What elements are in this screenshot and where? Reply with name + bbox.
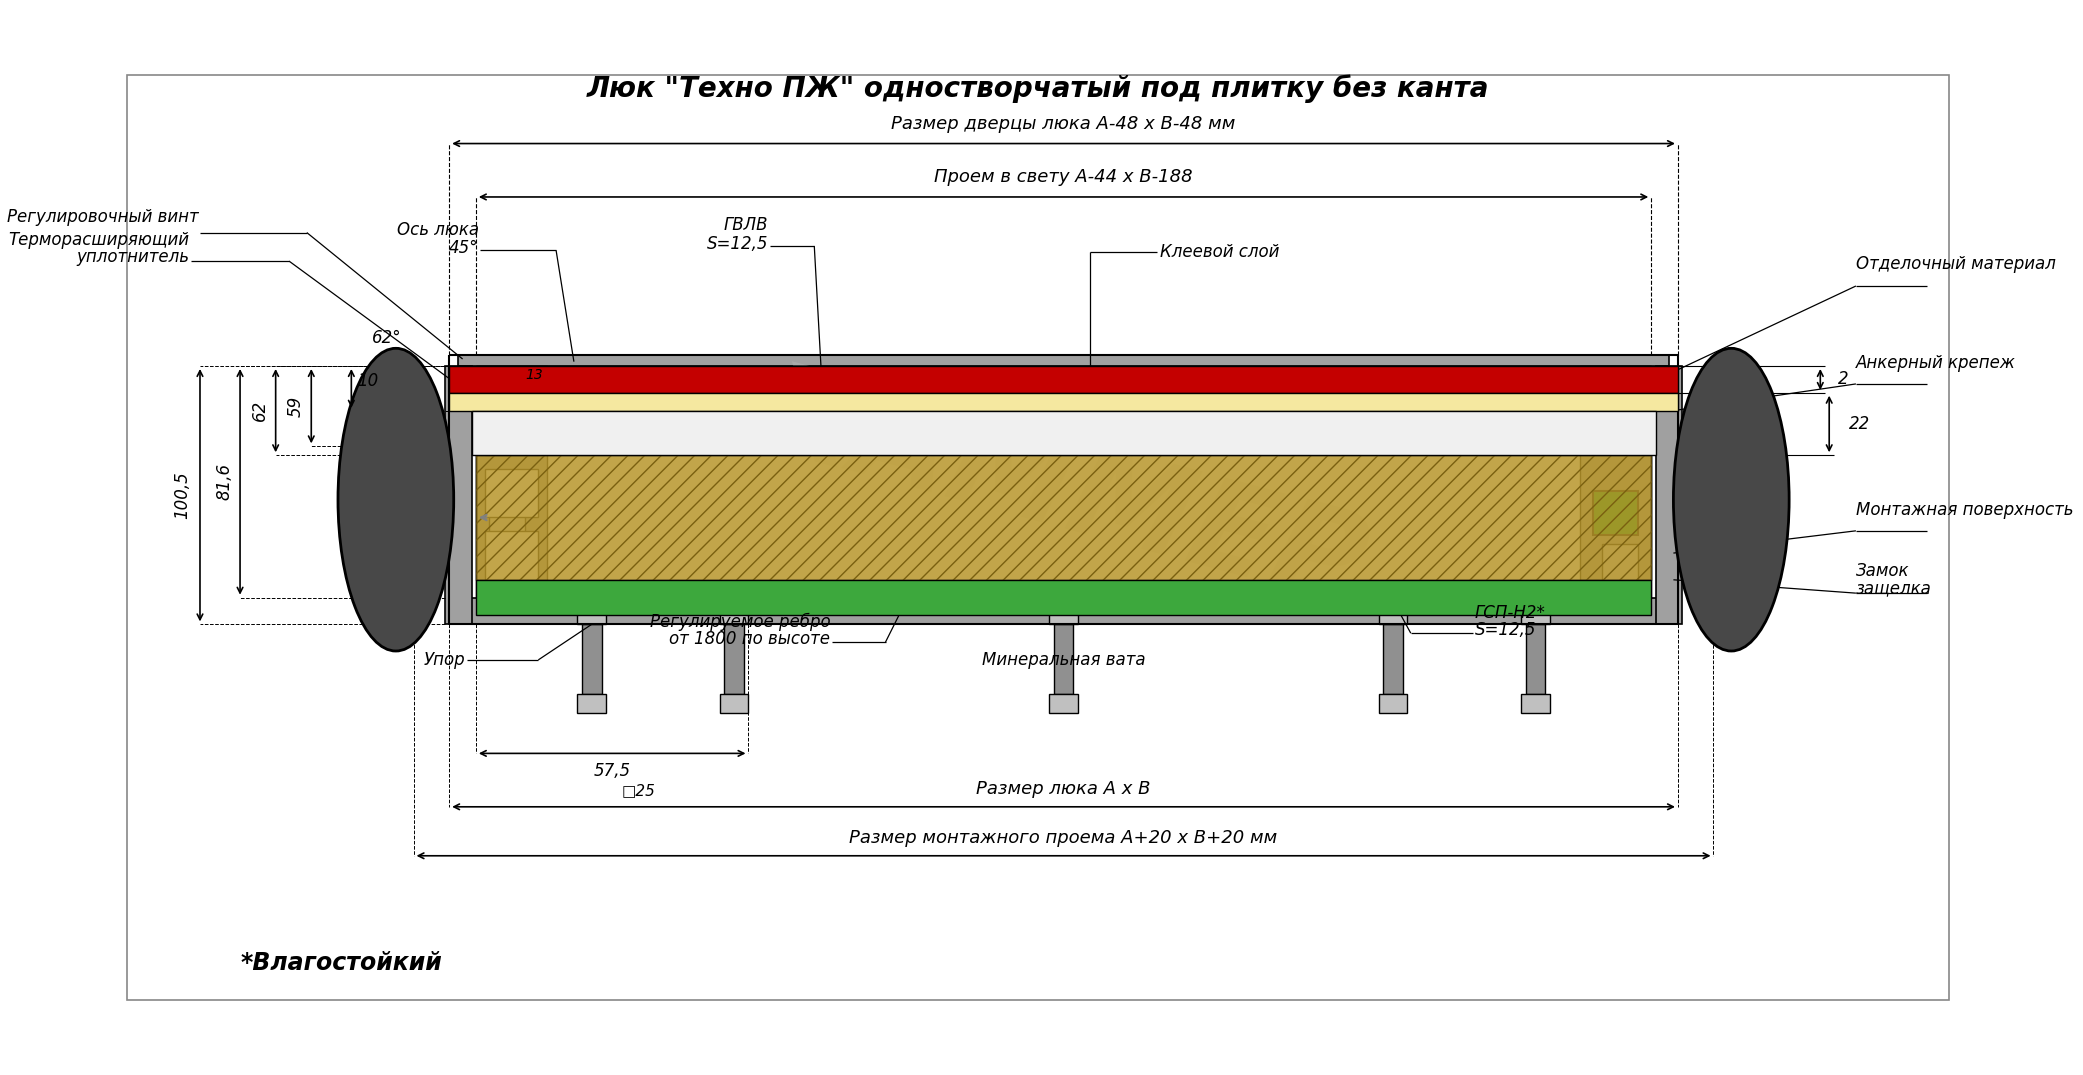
Text: *Влагостойкий: *Влагостойкий: [240, 950, 442, 975]
Bar: [721, 693, 748, 714]
Text: 57,5: 57,5: [594, 762, 631, 780]
Bar: [450, 367, 1677, 392]
Text: 10: 10: [356, 372, 377, 390]
Text: Замок: Замок: [1856, 562, 1910, 579]
Bar: [450, 392, 1677, 411]
Text: Размер монтажного проема А+20 х В+20 мм: Размер монтажного проема А+20 х В+20 мм: [850, 829, 1277, 847]
Text: 81,6: 81,6: [215, 463, 233, 501]
Bar: [446, 367, 471, 625]
Text: Люк "Техно ПЖ" одностворчатый под плитку без канта: Люк "Техно ПЖ" одностворчатый под плитку…: [587, 74, 1489, 103]
Text: ХАММЕР: ХАММЕР: [750, 353, 1379, 629]
Bar: [1050, 693, 1077, 714]
Bar: [485, 406, 537, 455]
Bar: [485, 531, 537, 579]
Text: Монтажная поверхность: Монтажная поверхность: [1856, 501, 2073, 519]
Text: защелка: защелка: [1856, 579, 1931, 598]
Text: Регулируемое ребро: Регулируемое ребро: [650, 613, 831, 631]
Bar: [471, 411, 1656, 455]
Text: Ось люка: Ось люка: [396, 220, 479, 239]
Text: Регулировочный винт: Регулировочный винт: [6, 209, 198, 227]
Bar: [458, 356, 1668, 367]
Text: 59: 59: [285, 396, 304, 417]
Text: Анкерный крепеж: Анкерный крепеж: [1856, 355, 2016, 372]
Text: 100,5: 100,5: [173, 471, 192, 519]
Bar: [1579, 367, 1652, 579]
Text: S=12,5: S=12,5: [706, 235, 769, 253]
Text: от 1800 по высоте: от 1800 по высоте: [669, 630, 831, 648]
Bar: [450, 598, 1677, 625]
Bar: [477, 579, 1652, 615]
Bar: [577, 693, 606, 714]
Text: 62: 62: [250, 400, 269, 421]
Text: Проем в свету А-44 х В-188: Проем в свету А-44 х В-188: [935, 169, 1194, 186]
Bar: [490, 500, 525, 535]
Bar: [1656, 367, 1683, 625]
Bar: [477, 367, 1652, 598]
Bar: [477, 367, 548, 579]
Bar: [1521, 693, 1550, 714]
Text: S=12,5: S=12,5: [1475, 621, 1537, 640]
Text: Клеевой слой: Клеевой слой: [1160, 243, 1279, 261]
Bar: [477, 455, 1652, 579]
Text: 45°: 45°: [450, 239, 479, 257]
Bar: [1593, 491, 1637, 535]
Text: 2: 2: [1837, 371, 1850, 388]
Bar: [1379, 608, 1408, 625]
Text: Размер дверцы люка А-48 х В-48 мм: Размер дверцы люка А-48 х В-48 мм: [892, 115, 1235, 133]
Bar: [577, 608, 606, 625]
Text: 22: 22: [1850, 415, 1871, 433]
Bar: [1383, 625, 1402, 693]
Bar: [477, 455, 1652, 579]
Bar: [721, 608, 748, 625]
Text: □25: □25: [623, 784, 656, 799]
Bar: [485, 469, 537, 517]
Bar: [1379, 693, 1408, 714]
Text: Упор: Упор: [423, 651, 465, 669]
Bar: [1050, 608, 1077, 625]
Ellipse shape: [337, 348, 454, 651]
Text: Отделочный материал: Отделочный материал: [1856, 255, 2056, 273]
Bar: [1054, 625, 1073, 693]
Bar: [725, 625, 744, 693]
Text: уплотнитель: уплотнитель: [77, 248, 190, 267]
Text: 13: 13: [525, 368, 544, 382]
Bar: [1602, 544, 1637, 579]
Text: Размер люка А х В: Размер люка А х В: [977, 780, 1150, 798]
Text: ГСП-Н2*: ГСП-Н2*: [1475, 604, 1546, 621]
Bar: [1521, 608, 1550, 625]
Bar: [1525, 625, 1546, 693]
Text: 62°: 62°: [373, 329, 402, 346]
Text: ГВЛВ: ГВЛВ: [723, 216, 769, 234]
Text: Терморасширяющий: Терморасширяющий: [8, 231, 190, 248]
Text: Минеральная вата: Минеральная вата: [981, 651, 1146, 669]
Ellipse shape: [1673, 348, 1789, 651]
Bar: [581, 625, 602, 693]
